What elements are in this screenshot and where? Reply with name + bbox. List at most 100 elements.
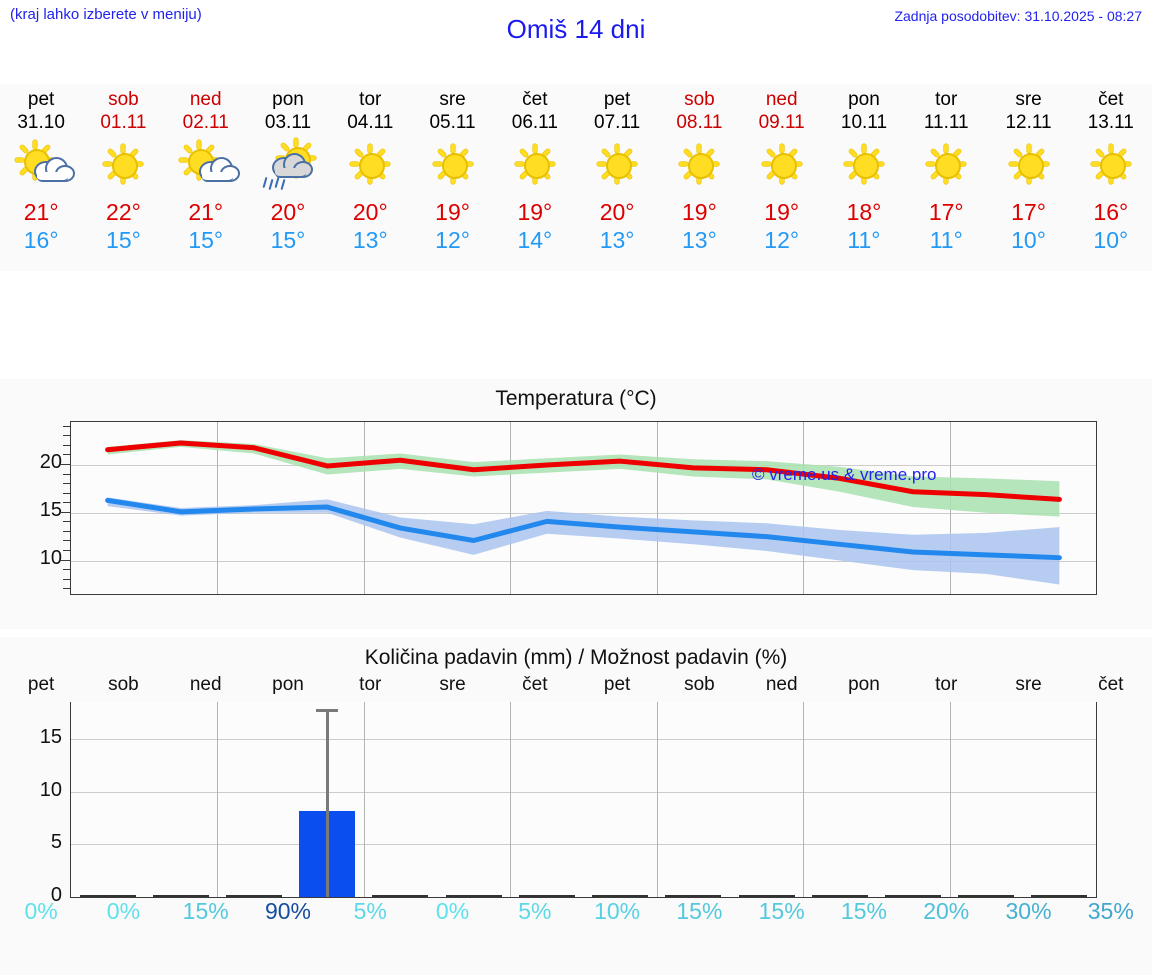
sun-disc: [770, 153, 797, 179]
precipitation-bar: [665, 895, 722, 897]
spacer: [0, 271, 1152, 379]
axis-tick: [63, 521, 70, 523]
axis-tick: [63, 569, 70, 571]
day-date: 07.11: [594, 112, 641, 133]
temperature-chart-section: Temperatura (°C) 10 15 20: [0, 379, 1152, 629]
precipitation-day-label: sob: [108, 674, 139, 695]
precipitation-chart-title: Količina padavin (mm) / Možnost padavin …: [364, 646, 788, 669]
sun-disc: [935, 153, 962, 179]
cloud-icon: [198, 157, 240, 182]
day-name: ned: [765, 89, 798, 110]
precipitation-probability-label: 90%: [264, 898, 311, 924]
day-column[interactable]: čet 13.11 16° 10°: [1070, 84, 1152, 271]
precipitation-probability-label: 15%: [840, 898, 887, 924]
day-min-temp: 15°: [188, 227, 224, 253]
precipitation-bar: [738, 895, 795, 897]
temperature-line: [105, 497, 1062, 561]
day-column[interactable]: sre 05.11 19° 12°: [411, 84, 493, 271]
axis-tick: [63, 483, 70, 485]
day-name: sob: [108, 89, 139, 110]
precipitation-probability-row: 0% 0% 15% 90% 5% 0% 5% 10% 15% 15% 15% 20% 30% 35%: [0, 898, 1152, 925]
day-column[interactable]: pon 03.11 20° 15°: [247, 84, 329, 271]
sun-ray: [179, 158, 189, 162]
copyright-label: © vreme.us & vreme.pro: [752, 465, 937, 484]
rain-drop: [268, 178, 274, 191]
temperature-chart-title: Temperatura (°C): [495, 387, 657, 410]
precipitation-bar: [152, 895, 209, 897]
gridline-vertical: [949, 702, 951, 897]
day-column[interactable]: pet 07.11 20° 13°: [576, 84, 658, 271]
day-column[interactable]: tor 04.11 20° 13°: [329, 84, 411, 271]
precipitation-day-label: tor: [359, 674, 382, 695]
day-name: pet: [27, 89, 55, 110]
precipitation-bar: [79, 895, 136, 897]
rain-icon: [262, 176, 290, 195]
day-min-temp: 11°: [929, 227, 963, 253]
precipitation-day-label: čet: [1098, 674, 1124, 695]
day-max-temp: 20°: [352, 199, 388, 225]
sun-ray: [1008, 162, 1018, 166]
axis-tick: [60, 559, 70, 561]
precipitation-day-label: sre: [439, 674, 466, 695]
sun-icon: [338, 136, 402, 194]
temperature-line: [105, 440, 1062, 502]
day-column[interactable]: pon 10.11 18° 11°: [823, 84, 905, 271]
axis-tick: [63, 492, 70, 494]
day-min-temp: 12°: [764, 227, 800, 253]
day-column[interactable]: tor 11.11 17° 11°: [905, 84, 987, 271]
axis-tick: [60, 511, 70, 513]
day-name: sob: [684, 89, 715, 110]
sun-icon: [503, 136, 567, 194]
day-min-temp: 13°: [352, 227, 388, 253]
day-date: 11.11: [923, 112, 969, 133]
sun-ray: [450, 144, 455, 153]
gridline-vertical: [803, 702, 805, 897]
precipitation-day-label: sre: [1015, 674, 1042, 695]
sun-cloud-icon: [9, 136, 76, 194]
day-column[interactable]: čet 06.11 19° 14°: [494, 84, 576, 271]
gridline: [71, 560, 1096, 562]
sun-disc: [112, 153, 139, 179]
precipitation-probability-label: 20%: [923, 898, 970, 924]
axis-tick: [63, 502, 70, 504]
day-column[interactable]: sob 08.11 19° 13°: [658, 84, 740, 271]
sun-icon: [421, 136, 485, 194]
sun-icon: [1079, 136, 1143, 194]
gridline-vertical: [803, 422, 805, 594]
day-column[interactable]: sre 12.11 17° 10°: [987, 84, 1069, 271]
precipitation-bar: [811, 895, 868, 897]
rain-drop: [280, 178, 286, 191]
sun-ray: [103, 162, 113, 166]
day-column[interactable]: pet 31.10 21° 16°: [0, 84, 82, 271]
sun-disc: [688, 153, 715, 179]
day-column[interactable]: sob 01.11 22° 15°: [82, 84, 164, 271]
temperature-uncertainty-band: [107, 497, 1060, 585]
sun-disc: [606, 153, 633, 179]
precipitation-probability-label: 10%: [594, 898, 641, 924]
cloud-icon: [271, 153, 313, 178]
sun-ray: [679, 162, 689, 166]
sun-icon: [750, 136, 814, 194]
precipitation-y-tick-label: 5: [50, 831, 62, 854]
sun-ray: [779, 144, 784, 153]
day-max-temp: 16°: [1093, 199, 1129, 225]
sun-ray: [1090, 162, 1100, 166]
sun-ray: [944, 144, 949, 153]
day-date: 02.11: [182, 112, 229, 133]
sun-ray: [368, 144, 373, 153]
temperature-y-tick-label: 20: [39, 451, 62, 473]
precipitation-day-label: pon: [272, 674, 304, 695]
day-date: 13.11: [1087, 112, 1134, 133]
sun-icon: [914, 136, 978, 194]
sun-disc: [523, 153, 550, 179]
axis-tick: [60, 464, 70, 465]
precipitation-bar: [884, 895, 941, 897]
day-column[interactable]: ned 09.11 19° 12°: [741, 84, 823, 271]
day-column[interactable]: ned 02.11 21° 15°: [165, 84, 247, 271]
day-max-temp: 19°: [682, 199, 717, 225]
day-date: 09.11: [758, 112, 805, 133]
sun-icon: [91, 136, 155, 194]
precipitation-chart-section: Količina padavin (mm) / Možnost padavin …: [0, 637, 1152, 975]
gridline: [71, 791, 1096, 793]
sun-icon: [997, 136, 1061, 194]
